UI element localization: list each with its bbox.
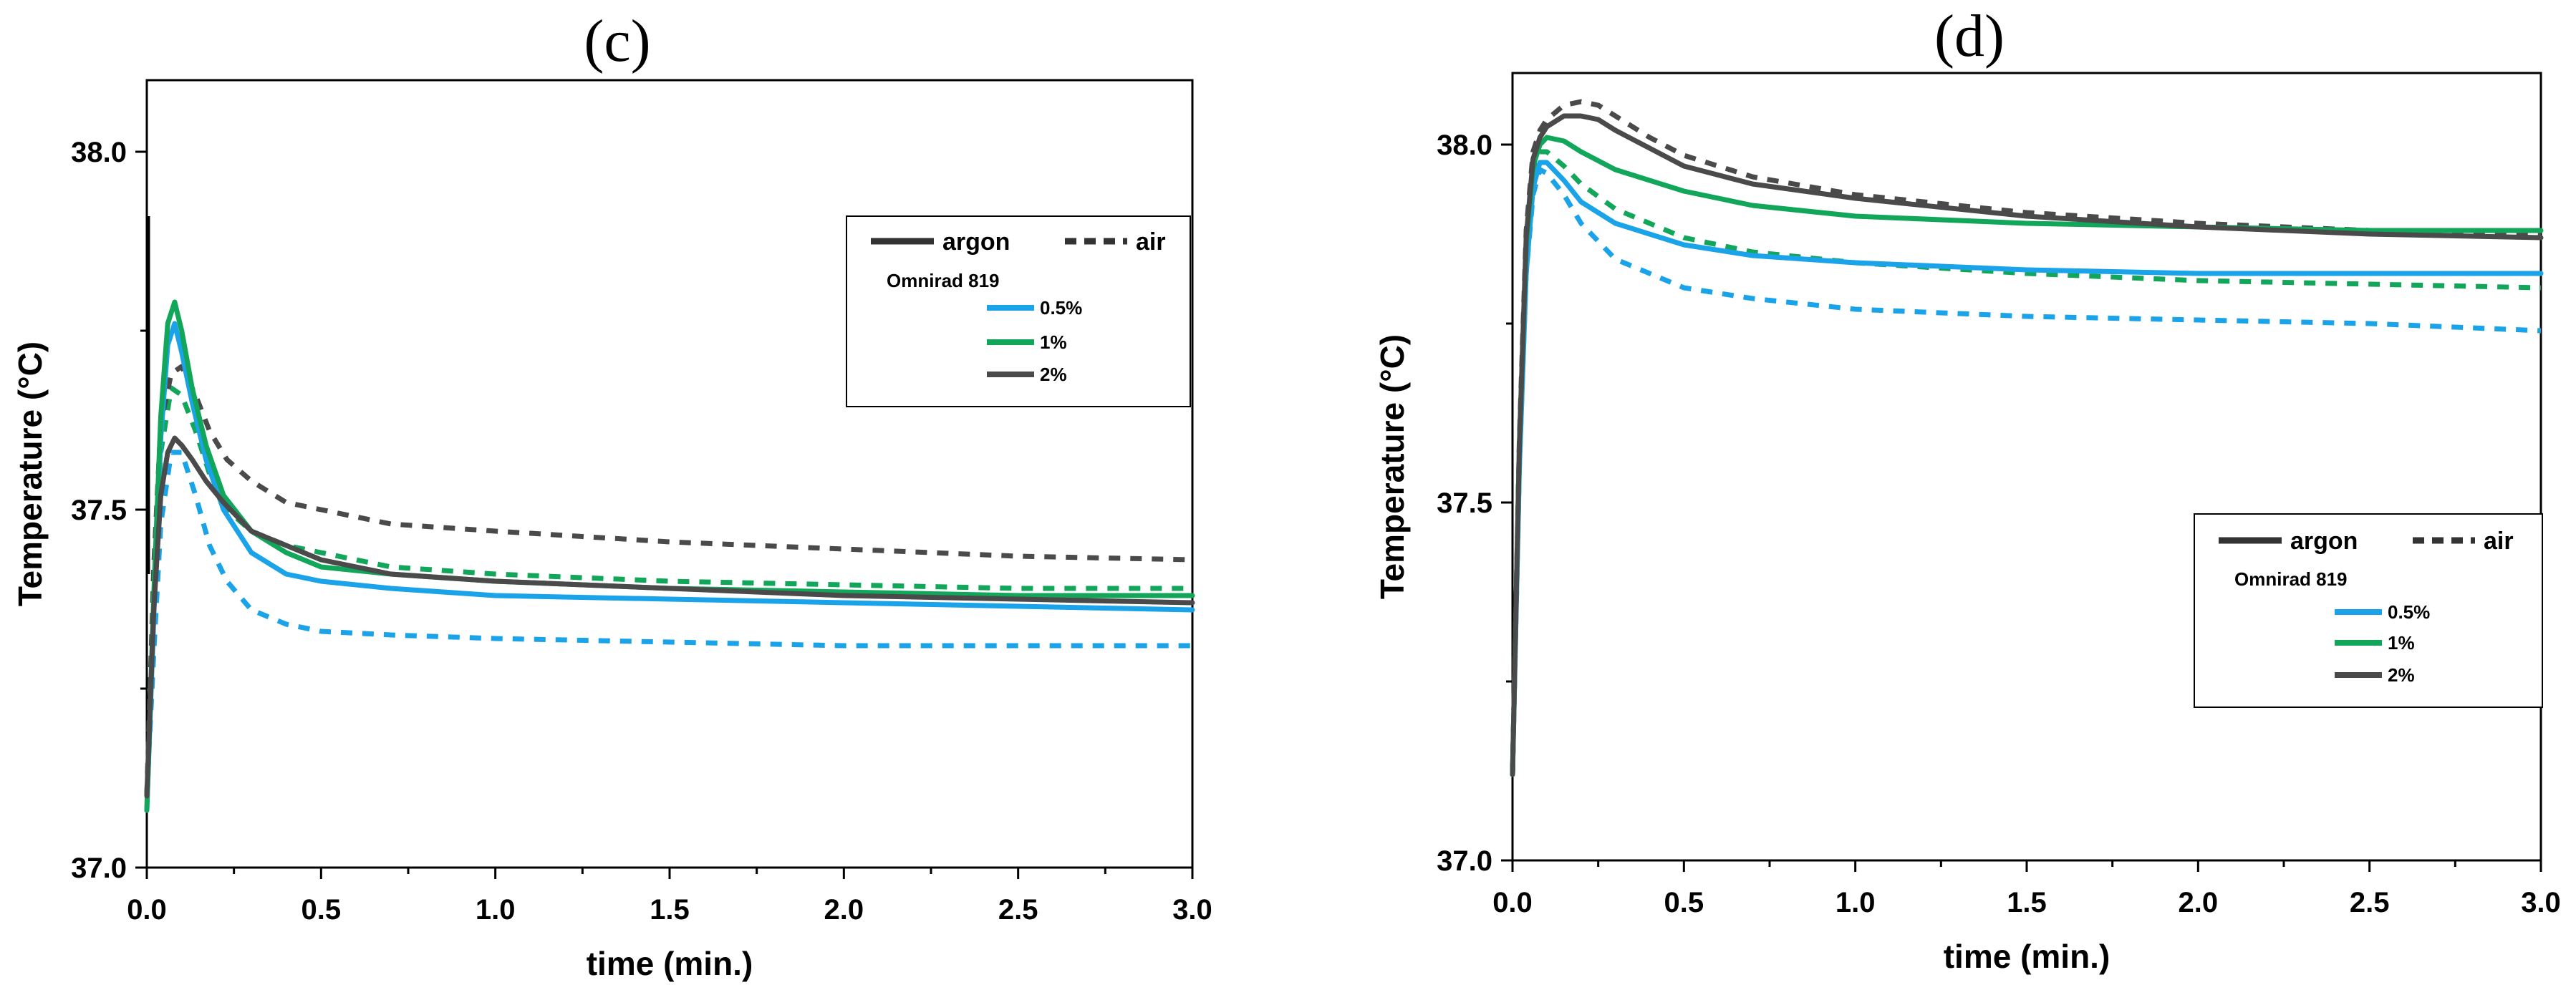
panel-c-y-axis-title: Temperature (°C)	[11, 341, 49, 606]
panel-d-x-tick-label: 2.0	[2179, 887, 2219, 918]
panel-c-legend-item-label: 1%	[1040, 331, 1067, 353]
panel-c-series-air-0p5pct	[144, 450, 1192, 797]
panel-c-series-air-1pct	[144, 385, 1192, 797]
panel-c-x-tick-label: 1.0	[476, 894, 516, 926]
panel-d-legend-group-title: Omnirad 819	[2234, 568, 2348, 590]
panel-d-x-tick-label: 0.5	[1664, 887, 1704, 918]
panel-d-legend-item-label: 0.5%	[2388, 601, 2430, 623]
panel-d-y-tick-label: 37.0	[1437, 845, 1492, 877]
panel-c-x-tick-label: 1.5	[650, 894, 690, 926]
panel-c-x-tick-label: 0.0	[127, 894, 167, 926]
panel-c: (c) 0.0 0.5 1.0 1.5 2.0 2.5 3.0 37.0 37.5 38.0 time…	[11, 8, 1212, 982]
panel-d-legend-air-label: air	[2484, 528, 2514, 555]
panel-c-legend-item-label: 2%	[1040, 364, 1067, 385]
panel-d-x-tick-label: 2.5	[2350, 887, 2390, 918]
panel-c-x-tick-label: 2.5	[998, 894, 1038, 926]
panel-c-plot-frame	[145, 79, 1194, 869]
panel-d-legend-argon-label: argon	[2290, 528, 2358, 555]
panel-c-panel-letter: (c)	[584, 8, 650, 74]
panel-d: (d) 0.0 0.5 1.0 1.5 2.0 2.5 3.0 37.0 37.5 38.0 time…	[1374, 3, 2561, 975]
panel-d-plot-frame	[1511, 72, 2542, 862]
panel-c-legend-air-label: air	[1136, 228, 1166, 256]
panel-d-legend-item-label: 2%	[2388, 664, 2415, 686]
panel-d-y-tick-label: 37.5	[1437, 487, 1492, 519]
panel-d-x-tick-label: 0.0	[1492, 887, 1533, 918]
panel-d-legend-item-label: 1%	[2388, 632, 2415, 654]
panel-d-x-tick-label: 1.5	[2007, 887, 2047, 918]
panel-c-y-tick-label: 37.0	[71, 853, 127, 884]
panel-c-y-tick-label: 38.0	[71, 137, 127, 168]
panel-c-y-tick-label: 37.5	[71, 495, 127, 526]
panel-c-x-axis-title: time (min.)	[587, 945, 753, 982]
panel-d-panel-letter: (d)	[1934, 3, 2005, 69]
panel-c-legend-item-label: 0.5%	[1040, 297, 1082, 319]
panel-c-x-tick-label: 2.0	[824, 894, 864, 926]
panel-d-x-tick-label: 1.0	[1835, 887, 1876, 918]
panel-d-series-argon-2pct	[1510, 113, 2544, 777]
panel-c-series-argon-2pct	[144, 435, 1195, 799]
panel-c-x-tick-label: 0.5	[302, 894, 342, 926]
panel-d-x-axis-title: time (min.)	[1944, 938, 2111, 975]
panel-c-legend-argon-label: argon	[942, 228, 1010, 256]
panel-d-y-tick-label: 38.0	[1437, 130, 1492, 161]
panel-c-series-air-2pct	[144, 364, 1193, 797]
panel-d-y-axis-title: Temperature (°C)	[1374, 334, 1411, 599]
panel-c-legend-group-title: Omnirad 819	[887, 270, 1000, 291]
panel-c-x-tick-label: 3.0	[1172, 894, 1212, 926]
panel-d-x-tick-label: 3.0	[2521, 887, 2561, 918]
